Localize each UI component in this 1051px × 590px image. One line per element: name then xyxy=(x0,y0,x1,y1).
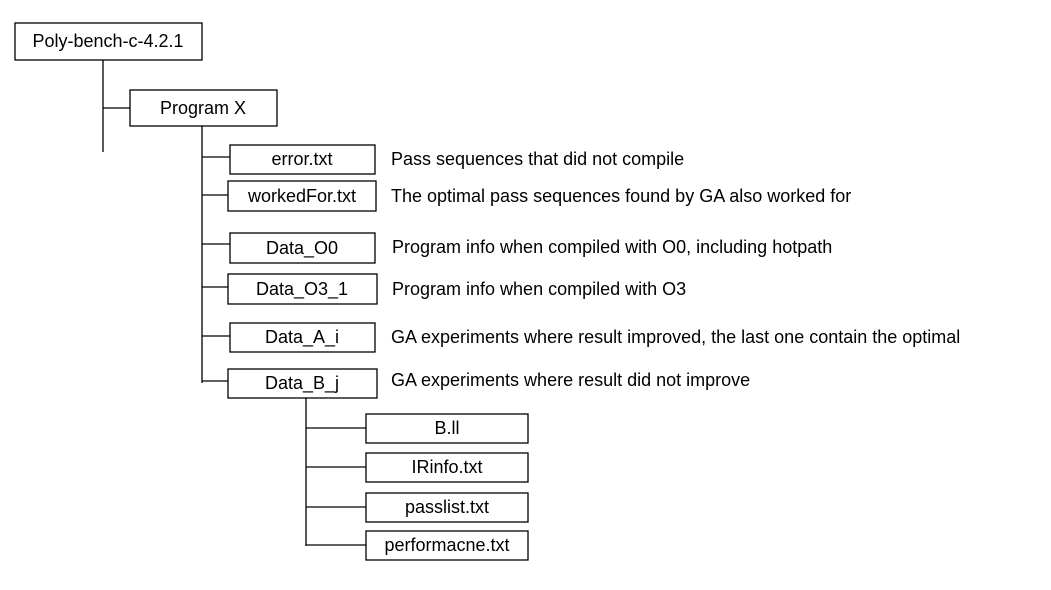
file-node-irinfo[interactable]: IRinfo.txt xyxy=(365,452,529,483)
file-node-label: B.ll xyxy=(434,418,459,438)
file-node-label: IRinfo.txt xyxy=(411,457,482,477)
file-description: Pass sequences that did not compile xyxy=(391,149,684,169)
file-node-box xyxy=(365,413,529,444)
file-node-label: error.txt xyxy=(271,149,332,169)
program-node[interactable]: Program X xyxy=(129,89,278,127)
file-node-workedfor[interactable]: workedFor.txt xyxy=(227,180,377,212)
program-node-label: Program X xyxy=(160,98,246,118)
file-node-box xyxy=(227,273,378,305)
file-node-data-o0[interactable]: Data_O0 xyxy=(229,232,376,264)
program-node-box xyxy=(129,89,278,127)
file-node-box xyxy=(365,492,529,523)
file-node-data-b[interactable]: Data_B_j xyxy=(227,368,378,399)
file-node-box xyxy=(229,322,376,353)
tree-connectors xyxy=(102,60,366,546)
root-node[interactable]: Poly-bench-c-4.2.1 xyxy=(14,22,203,61)
file-node-box xyxy=(229,232,376,264)
file-node-label: Data_B_j xyxy=(265,373,339,394)
file-description: GA experiments where result did not impr… xyxy=(391,370,750,390)
file-node-label: workedFor.txt xyxy=(247,186,356,206)
file-node-passlist[interactable]: passlist.txt xyxy=(365,492,529,523)
file-node-box xyxy=(227,368,378,399)
file-node-label: Data_O0 xyxy=(266,238,338,259)
file-node-box xyxy=(365,452,529,483)
file-description: GA experiments where result improved, th… xyxy=(391,327,960,347)
file-node-box xyxy=(365,530,529,561)
root-node-label: Poly-bench-c-4.2.1 xyxy=(32,31,183,51)
file-node-box xyxy=(227,180,377,212)
file-node-box xyxy=(229,144,376,175)
file-node-label: Data_O3_1 xyxy=(256,279,348,300)
file-node-bll[interactable]: B.ll xyxy=(365,413,529,444)
file-description: The optimal pass sequences found by GA a… xyxy=(391,186,851,206)
file-description: Program info when compiled with O0, incl… xyxy=(392,237,832,257)
file-node-data-o3[interactable]: Data_O3_1 xyxy=(227,273,378,305)
file-node-label: passlist.txt xyxy=(405,497,489,517)
file-node-data-a[interactable]: Data_A_i xyxy=(229,322,376,353)
file-node-label: Data_A_i xyxy=(265,327,339,348)
file-description: Program info when compiled with O3 xyxy=(392,279,686,299)
file-node-label: performacne.txt xyxy=(384,535,509,555)
file-node-performance[interactable]: performacne.txt xyxy=(365,530,529,561)
root-node-box xyxy=(14,22,203,61)
file-node-error[interactable]: error.txt xyxy=(229,144,376,175)
